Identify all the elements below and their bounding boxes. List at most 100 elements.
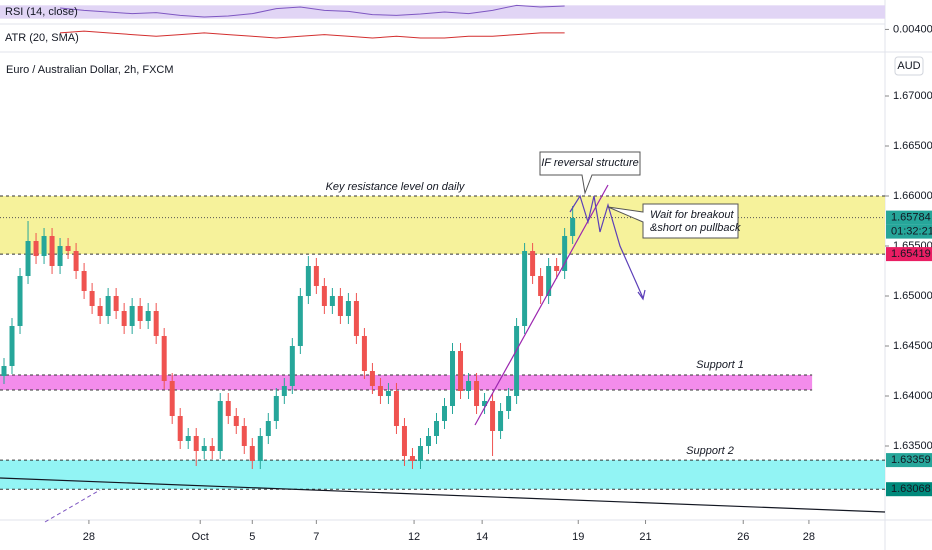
zone-label: Support 1 xyxy=(696,359,744,371)
candle-body xyxy=(185,436,191,441)
candle-body xyxy=(209,446,215,451)
price-label: 1.65784 xyxy=(891,212,931,224)
candle-body xyxy=(17,276,23,326)
callout xyxy=(607,203,739,239)
candle-body xyxy=(409,456,415,461)
x-tick-label: 21 xyxy=(639,531,651,543)
candle-body xyxy=(113,296,119,311)
chart-title: Euro / Australian Dollar, 2h, FXCM xyxy=(6,64,174,76)
candle-body xyxy=(321,286,327,306)
x-tick-label: 28 xyxy=(83,531,95,543)
candle-body xyxy=(89,291,95,306)
annotation: Wait for breakout xyxy=(650,209,735,221)
x-tick-label: 26 xyxy=(737,531,749,543)
candle-body xyxy=(9,326,15,366)
x-tick-label: 7 xyxy=(313,531,319,543)
candle-body xyxy=(257,436,263,461)
zone xyxy=(0,375,813,390)
candle-body xyxy=(97,306,103,316)
candle-body xyxy=(433,421,439,436)
candle-body xyxy=(570,218,576,236)
candle-body xyxy=(33,241,39,256)
candle-body xyxy=(41,236,47,256)
candle-body xyxy=(546,266,552,296)
plot: Key resistance level on daily Support 1 Su… xyxy=(0,4,885,469)
y-tick-label: 0.00400 xyxy=(893,23,932,35)
candle-body xyxy=(161,336,167,381)
candle-body xyxy=(482,401,488,406)
candle-body xyxy=(297,296,303,346)
x-tick-label: 28 xyxy=(803,531,815,543)
candle-body xyxy=(458,351,464,391)
candle-body xyxy=(417,446,423,461)
y-tick-label: 1.67000 xyxy=(893,90,932,102)
candle-body xyxy=(345,301,351,316)
candle-body xyxy=(506,396,512,411)
price-label-box xyxy=(886,247,932,262)
price-label-box xyxy=(886,482,932,497)
candle-body xyxy=(81,271,87,291)
candle-body xyxy=(57,246,63,266)
candle-body xyxy=(105,296,111,316)
currency-button[interactable] xyxy=(894,56,924,76)
candle-body xyxy=(289,346,295,386)
zone xyxy=(0,196,885,255)
zones xyxy=(0,195,885,490)
candle-body xyxy=(450,351,456,406)
candle-body xyxy=(201,446,207,451)
y-tick-label: 1.65000 xyxy=(893,290,932,302)
projection xyxy=(569,194,644,299)
timer: 01:32:21 xyxy=(891,226,932,238)
y-tick-label: 1.64500 xyxy=(893,340,932,352)
candle-body xyxy=(401,426,407,456)
candle-body xyxy=(474,381,480,406)
candle-body xyxy=(554,266,560,271)
candle-body xyxy=(442,406,448,421)
candle-body xyxy=(137,306,143,321)
axis: 1.670001.665001.660001.655001.650001.645… xyxy=(83,23,932,543)
candle-body xyxy=(385,391,391,396)
candle-body xyxy=(249,446,255,461)
candle-body xyxy=(145,311,151,321)
zone xyxy=(0,460,885,490)
candle-body xyxy=(377,386,383,396)
candle-body xyxy=(313,266,319,286)
candle-body xyxy=(233,416,239,426)
candle-body xyxy=(177,416,183,441)
candle-body xyxy=(217,401,223,451)
trend-line xyxy=(474,184,609,426)
candle-body xyxy=(25,241,31,276)
candle-body xyxy=(425,436,431,446)
price-label-box xyxy=(886,210,932,225)
annotation: IF reversal structure xyxy=(541,157,639,169)
candle-body xyxy=(514,326,520,396)
projection-arrow xyxy=(637,289,646,301)
candle-body xyxy=(65,246,71,251)
candle-body xyxy=(466,381,472,391)
candle-body xyxy=(49,236,55,266)
candle-body xyxy=(153,311,159,336)
zone-label: Support 2 xyxy=(686,445,734,457)
trend-line xyxy=(0,477,886,513)
indicator-line xyxy=(60,30,565,39)
y-tick-label: 1.66500 xyxy=(893,140,932,152)
price-label: 1.63068 xyxy=(891,483,931,495)
price-label-box xyxy=(886,453,932,468)
callout xyxy=(539,151,641,195)
candle-body xyxy=(353,301,359,336)
candle-body xyxy=(193,436,199,451)
candle-body xyxy=(329,296,335,306)
candle-body xyxy=(337,296,343,316)
y-tick-label: 1.66000 xyxy=(893,190,932,202)
candle-body xyxy=(73,251,79,271)
candle-body xyxy=(393,391,399,426)
candle-body xyxy=(538,276,544,296)
indicator-name: RSI (14, close) xyxy=(5,6,78,18)
zone-label: Key resistance level on daily xyxy=(326,181,466,193)
y-tick-label: 1.63500 xyxy=(893,440,932,452)
timer-box xyxy=(886,224,932,239)
x-tick-label: 19 xyxy=(572,531,584,543)
candle-body xyxy=(265,421,271,436)
indicator-line xyxy=(60,4,565,18)
